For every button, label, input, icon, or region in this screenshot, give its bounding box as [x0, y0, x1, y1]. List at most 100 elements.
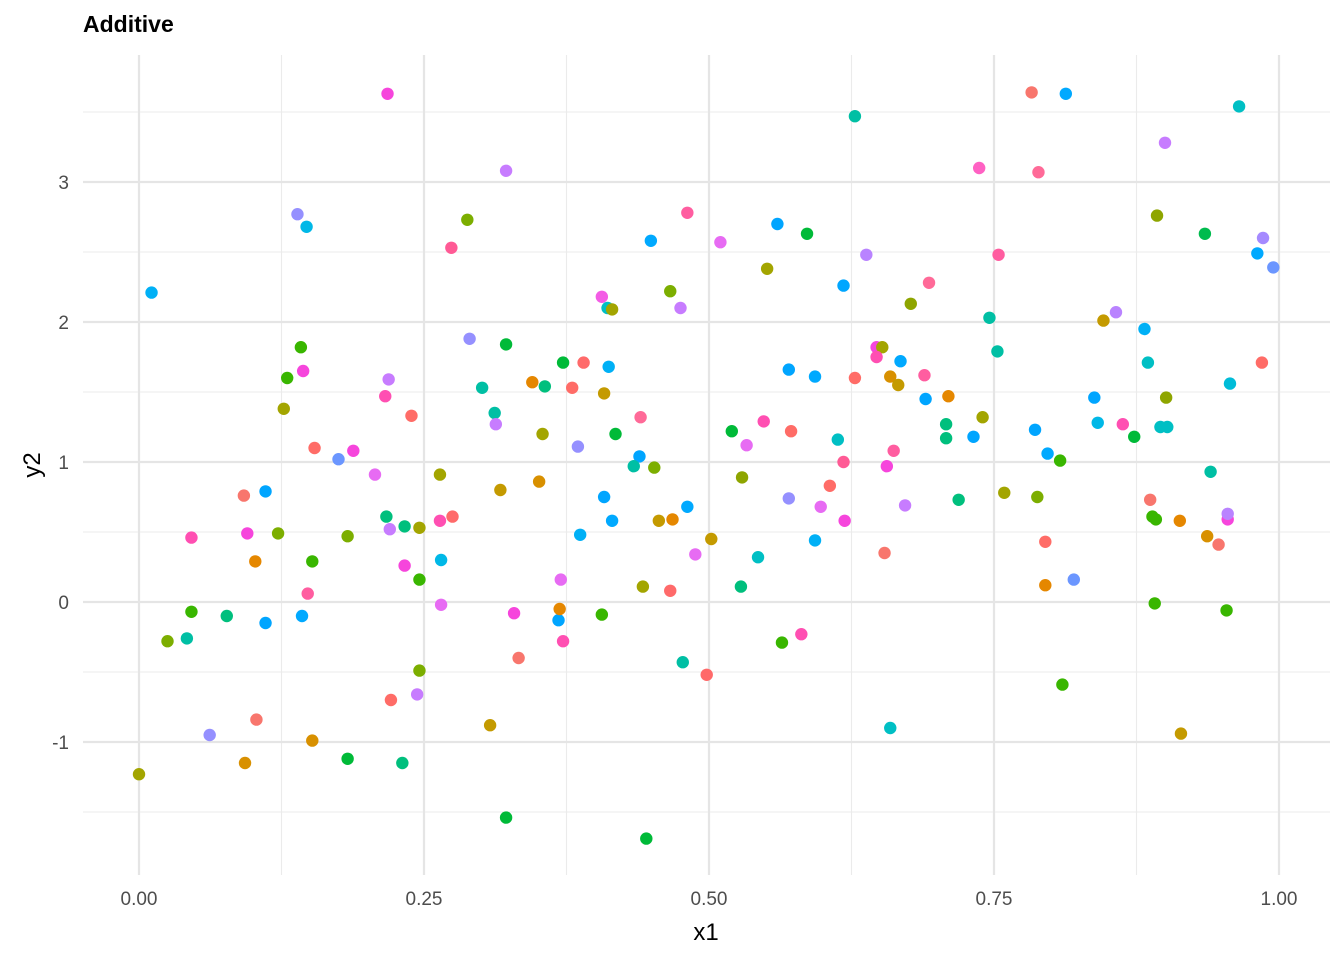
data-point [494, 483, 507, 497]
data-point [1212, 538, 1225, 551]
data-point [1232, 100, 1246, 113]
data-point [250, 713, 263, 726]
data-point [976, 411, 989, 424]
data-point [291, 208, 304, 221]
data-point [605, 514, 619, 527]
data-point [1256, 231, 1270, 245]
data-point [837, 279, 850, 292]
data-point [795, 628, 808, 641]
data-point [595, 608, 609, 621]
data-point [259, 485, 272, 498]
data-point [1267, 261, 1280, 274]
data-point [952, 493, 965, 506]
data-point [536, 427, 549, 441]
data-point [383, 523, 396, 536]
data-point [939, 432, 953, 445]
data-points [132, 86, 1280, 845]
data-point [676, 656, 689, 669]
data-point [1255, 356, 1269, 369]
data-point [237, 489, 251, 502]
data-point [991, 345, 1004, 358]
x-tick-label: 0.50 [691, 889, 728, 910]
data-point [185, 605, 198, 618]
data-point [1138, 322, 1151, 336]
data-point [526, 376, 539, 389]
data-point [808, 370, 822, 383]
data-point [609, 427, 622, 441]
data-point [972, 161, 986, 175]
data-point [556, 356, 570, 369]
data-point [595, 290, 609, 303]
data-point [771, 217, 784, 231]
data-point [775, 636, 789, 649]
data-point [640, 832, 653, 845]
data-point [180, 632, 194, 645]
data-point [808, 534, 822, 547]
data-point [396, 756, 409, 770]
data-point [445, 241, 458, 254]
x-axis-label: x1 [693, 919, 718, 946]
data-point [823, 479, 837, 492]
y-axis-label: y2 [19, 452, 46, 477]
data-point [463, 332, 476, 345]
data-point [507, 607, 521, 620]
x-tick-label: 0.25 [406, 889, 443, 910]
data-point [597, 490, 611, 504]
data-point [922, 276, 936, 289]
data-point [1116, 418, 1130, 431]
data-point [1128, 430, 1141, 443]
data-point [782, 492, 795, 505]
data-point [341, 530, 354, 543]
data-point [757, 415, 770, 428]
data-point [998, 486, 1011, 499]
data-point [892, 378, 905, 392]
data-point [597, 387, 611, 400]
data-point [259, 616, 272, 630]
data-point [296, 364, 310, 378]
data-point [605, 303, 619, 316]
x-tick-label: 0.00 [121, 889, 158, 910]
data-point [1067, 573, 1081, 586]
data-point [413, 521, 426, 534]
data-point [1150, 209, 1164, 222]
data-point [433, 468, 447, 481]
data-point [499, 811, 513, 824]
data-point [295, 609, 309, 623]
y-tick-label: 0 [58, 593, 69, 614]
data-point [1041, 447, 1054, 460]
data-point [308, 441, 321, 455]
data-point [880, 460, 894, 473]
data-point [1039, 579, 1052, 592]
data-point [714, 236, 727, 249]
data-point [554, 573, 567, 586]
data-point [634, 411, 647, 424]
data-point [300, 220, 313, 233]
data-point [1251, 247, 1264, 260]
data-point [281, 371, 294, 385]
data-point [185, 531, 198, 544]
data-point [306, 555, 319, 568]
data-point [434, 553, 448, 567]
data-point [636, 580, 650, 593]
data-point [919, 392, 932, 406]
data-point [553, 602, 566, 616]
data-point [1204, 465, 1217, 478]
data-point [878, 546, 891, 560]
data-point [751, 551, 765, 564]
data-point [674, 301, 687, 315]
y-tick-label: 3 [58, 173, 69, 194]
data-point [760, 262, 774, 275]
y-tick-label: 1 [58, 453, 69, 474]
data-point [238, 756, 252, 770]
data-point [499, 164, 513, 177]
data-point [705, 532, 718, 546]
data-point [1158, 136, 1172, 149]
data-point [1174, 727, 1188, 740]
data-point [1091, 416, 1104, 429]
data-point [1221, 507, 1234, 520]
data-point [648, 461, 661, 474]
data-point [784, 425, 798, 438]
data-point [992, 248, 1005, 261]
data-point [413, 573, 426, 586]
